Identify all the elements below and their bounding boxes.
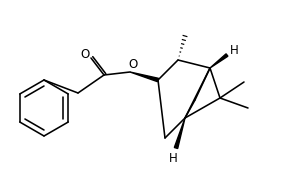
Text: O: O (80, 48, 90, 62)
Text: H: H (230, 45, 238, 58)
Polygon shape (130, 72, 158, 82)
Text: H: H (169, 151, 177, 165)
Text: O: O (128, 58, 138, 72)
Polygon shape (174, 118, 185, 149)
Polygon shape (210, 54, 228, 68)
